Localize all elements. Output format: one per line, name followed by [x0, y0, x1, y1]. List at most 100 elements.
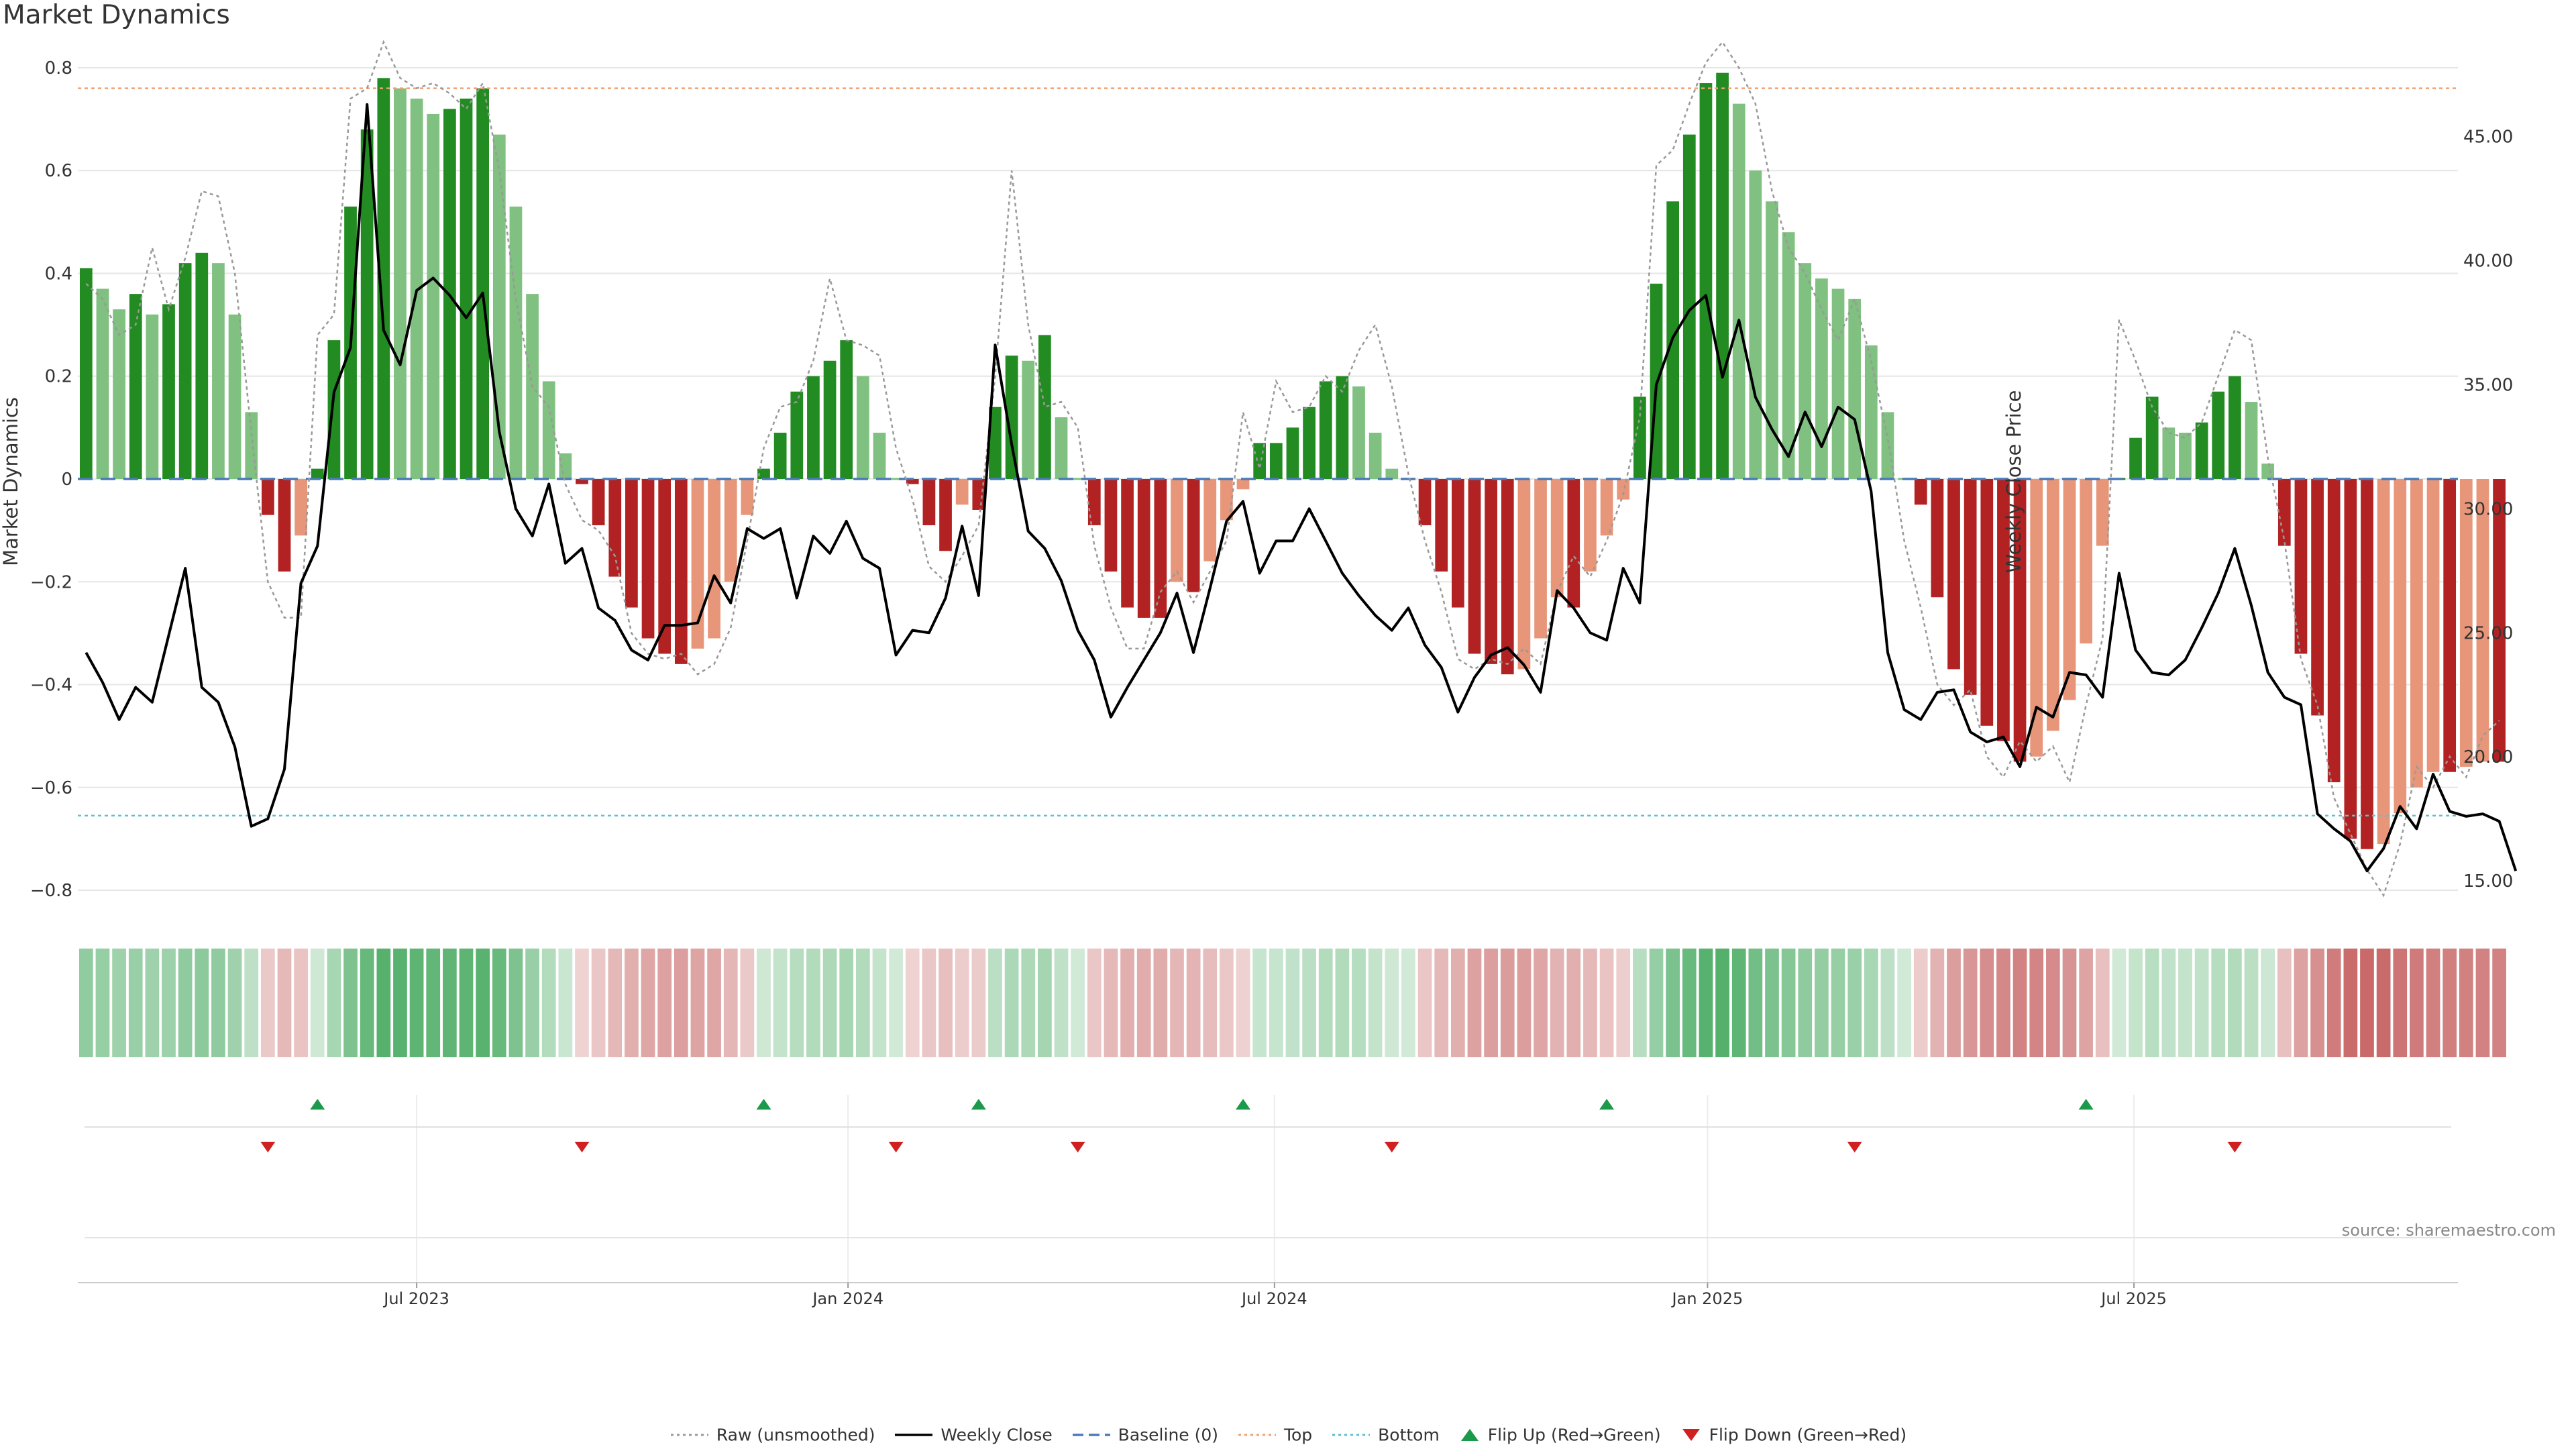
heat-cell [1417, 949, 1432, 1057]
heat-cell [1699, 949, 1713, 1057]
bar [1584, 479, 1597, 572]
bar [178, 263, 192, 479]
heat-cell [1302, 949, 1316, 1057]
heat-cell [1947, 949, 1961, 1057]
legend-item-flip-up[interactable]: Flip Up (Red→Green) [1458, 1424, 1661, 1444]
bar [2344, 479, 2357, 839]
bar [1766, 201, 1778, 479]
bar [1799, 263, 1812, 479]
bar [922, 479, 936, 525]
bar [228, 314, 241, 479]
heat-cell [294, 949, 308, 1057]
bar [939, 479, 952, 551]
heat-cell [227, 949, 242, 1057]
heat-cell [1467, 949, 1482, 1057]
heat-cell [2459, 949, 2473, 1057]
heat-cell [1170, 949, 1184, 1057]
bar [2327, 479, 2341, 783]
bar [2311, 479, 2324, 716]
flip-up-marker [2078, 1099, 2094, 1110]
flip-down-marker [1384, 1142, 1399, 1152]
flip-down-marker [574, 1142, 590, 1152]
bar [1104, 479, 1118, 572]
bar [1286, 427, 1299, 479]
heat-cell [1599, 949, 1614, 1057]
heat-cell [922, 949, 936, 1057]
heat-cell [2029, 949, 2044, 1057]
heat-cell [1153, 949, 1168, 1057]
heat-cell [112, 949, 126, 1057]
x-tick-label: Jul 2025 [2100, 1289, 2167, 1308]
bar [1187, 479, 1200, 592]
heat-cell [723, 949, 738, 1057]
bar [146, 314, 159, 479]
bar [1980, 479, 1994, 726]
dotted-line-icon [670, 1434, 708, 1436]
bar [1848, 299, 1862, 479]
legend-item-flip-down[interactable]: Flip Down (Green→Red) [1680, 1424, 1907, 1444]
bar [724, 479, 737, 582]
bar [1303, 407, 1316, 479]
heat-cell [195, 949, 209, 1057]
heat-cell [1847, 949, 1862, 1057]
bar [1038, 335, 1051, 479]
legend-item-baseline[interactable]: Baseline (0) [1071, 1424, 1219, 1445]
legend-label: Baseline (0) [1118, 1425, 1219, 1445]
y-tick-label: 0.8 [45, 58, 72, 78]
bar [1699, 83, 1713, 480]
legend-item-top[interactable]: Top [1237, 1424, 1312, 1444]
bar [576, 479, 588, 484]
heat-cell [1252, 949, 1267, 1057]
heat-cell [2095, 949, 2110, 1057]
bar [1716, 72, 1729, 479]
heat-cell [1071, 949, 1085, 1057]
heat-cell [2129, 949, 2143, 1057]
bar [1782, 232, 1795, 479]
bar [542, 381, 555, 479]
heat-cell [1765, 949, 1779, 1057]
heat-cell [1352, 949, 1366, 1057]
heat-cell [1450, 949, 1465, 1057]
bar [360, 129, 374, 479]
bar [1633, 396, 1646, 479]
y-tick-label: −0.2 [30, 572, 72, 592]
y2-tick-label: 15.00 [2463, 871, 2513, 892]
heat-cell [855, 949, 870, 1057]
bar [2476, 479, 2489, 762]
bar [2063, 479, 2076, 700]
y-tick-label: −0.6 [30, 778, 72, 798]
heat-cell [393, 949, 407, 1057]
heat-cell [310, 949, 325, 1057]
legend-item-bottom[interactable]: Bottom [1331, 1424, 1440, 1444]
bar [162, 304, 175, 479]
flip-up-marker [1599, 1099, 1615, 1110]
heat-cell [1004, 949, 1019, 1057]
heat-cell [1731, 949, 1746, 1057]
heat-cell [1203, 949, 1218, 1057]
y2-tick-label: 20.00 [2463, 747, 2513, 767]
bar [2261, 464, 2275, 479]
x-tick-label: Jul 2023 [382, 1289, 449, 1308]
heat-cell [1120, 949, 1134, 1057]
bar [1682, 134, 1696, 479]
bar [608, 479, 622, 577]
legend-item-close[interactable]: Weekly Close [894, 1424, 1053, 1444]
bar [2129, 437, 2142, 479]
heat-cell [1748, 949, 1763, 1057]
bar [2162, 427, 2176, 479]
flip-up-marker [971, 1099, 986, 1110]
bar [1600, 479, 1613, 536]
legend-item-raw[interactable]: Raw (unsmoothed) [669, 1424, 875, 1444]
bar [1253, 443, 1267, 479]
chart-title: Market Dynamics [3, 0, 230, 30]
heat-cell [2376, 949, 2391, 1057]
heat-cell [1038, 949, 1052, 1057]
bar [195, 252, 209, 479]
bar [2443, 479, 2457, 772]
heat-cell [1104, 949, 1118, 1057]
heat-cell [95, 949, 110, 1057]
y-tick-label: 0.6 [45, 161, 72, 181]
heat-cell [1980, 949, 1994, 1057]
weekly-close-line [85, 103, 2518, 873]
